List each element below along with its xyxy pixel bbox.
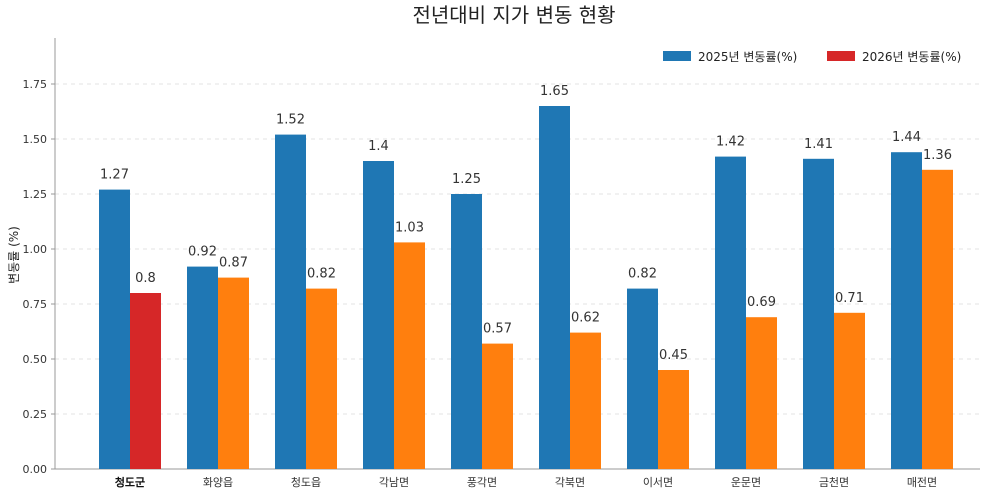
chart-title: 전년대비 지가 변동 현황 <box>412 3 615 27</box>
y-tick-label: 1.00 <box>23 243 48 256</box>
category-label: 각남면 <box>379 476 409 489</box>
value-label: 0.57 <box>483 322 512 337</box>
bar-2026 <box>834 312 865 469</box>
category-label: 청도읍 <box>291 476 321 489</box>
legend-label-2026: 2026년 변동률(%) <box>862 50 961 64</box>
bar-2026 <box>482 343 513 469</box>
y-tick-label: 0.50 <box>23 353 48 366</box>
value-label: 0.71 <box>835 291 864 306</box>
bar-2025 <box>715 156 746 469</box>
y-tick-label: 0.00 <box>23 463 48 476</box>
legend-swatch-2025 <box>663 51 691 61</box>
bar-2026 <box>394 242 425 469</box>
value-label: 1.27 <box>100 168 129 183</box>
value-label: 1.36 <box>923 148 952 163</box>
bar-2025 <box>99 189 130 469</box>
bar-2026 <box>218 277 249 469</box>
y-tick-label: 0.75 <box>23 298 48 311</box>
legend-label-2025: 2025년 변동률(%) <box>698 50 797 64</box>
y-tick-label: 1.25 <box>23 188 48 201</box>
bar-2025 <box>539 106 570 469</box>
value-label: 0.8 <box>135 271 156 286</box>
bar-2026 <box>570 332 601 469</box>
category-label: 화양읍 <box>203 476 233 489</box>
y-tick-labels: 0.00 0.25 0.50 0.75 1.00 1.25 1.50 1.75 <box>23 78 55 476</box>
value-label: 1.03 <box>395 220 424 235</box>
category-label: 청도군 <box>115 475 145 489</box>
bar-2025 <box>187 266 218 469</box>
value-label: 1.25 <box>452 172 481 187</box>
bar-2026 <box>306 288 337 469</box>
bars <box>99 106 953 470</box>
category-label: 풍각면 <box>467 476 497 489</box>
category-label: 매전면 <box>907 476 937 489</box>
value-label: 0.82 <box>628 267 657 282</box>
value-label: 0.92 <box>188 245 217 260</box>
y-tick-label: 1.50 <box>23 133 48 146</box>
category-label: 각북면 <box>555 476 585 489</box>
value-label: 1.65 <box>540 84 569 99</box>
bar-2025 <box>275 134 306 469</box>
value-label: 0.82 <box>307 267 336 282</box>
value-labels: 1.27 0.8 0.920.87 1.52 0.82 1.4 1.03 1.25 0.57 1.… <box>100 84 952 363</box>
y-tick-label: 1.75 <box>23 78 48 91</box>
value-label: 0.45 <box>659 348 688 363</box>
category-label: 운문면 <box>731 476 761 489</box>
value-label: 0.62 <box>571 311 600 326</box>
bar-2026 <box>130 293 161 469</box>
bar-2025 <box>451 194 482 469</box>
value-label: 1.52 <box>276 113 305 128</box>
bar-2026 <box>746 317 777 469</box>
bar-2025 <box>803 158 834 470</box>
x-tick-labels: 청도군 화양읍 청도읍 각남면 풍각면 각북면 이서면 운문면 금천면 매전면 <box>115 475 937 489</box>
bar-2025 <box>363 161 394 469</box>
bar-2026 <box>658 370 689 469</box>
value-label: 1.42 <box>716 135 745 150</box>
bar-2025 <box>627 288 658 469</box>
y-axis-label: 변동률 (%) <box>7 226 21 284</box>
legend: 2025년 변동률(%) 2026년 변동률(%) <box>663 50 961 64</box>
value-label: 1.4 <box>368 139 389 154</box>
value-label: 0.87 <box>219 256 248 271</box>
bar-2026 <box>922 169 953 470</box>
value-label: 0.69 <box>747 295 776 310</box>
value-label: 1.44 <box>892 130 921 145</box>
legend-swatch-2026 <box>827 51 855 61</box>
bar-2025 <box>891 152 922 469</box>
category-label: 금천면 <box>819 475 849 489</box>
category-label: 이서면 <box>643 476 673 489</box>
y-tick-label: 0.25 <box>23 408 48 421</box>
value-label: 1.41 <box>804 137 833 152</box>
